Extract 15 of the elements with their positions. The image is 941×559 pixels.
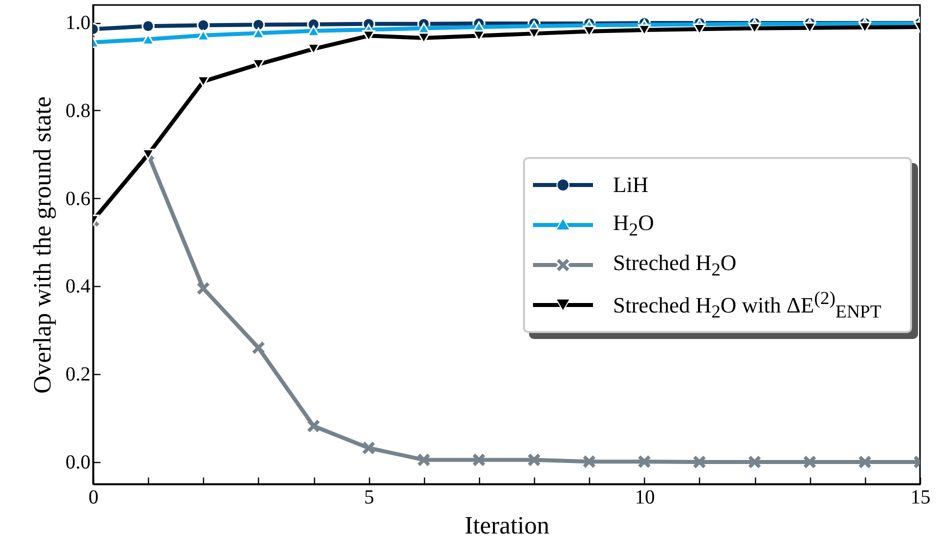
x-tick-label: 5 [364,486,374,508]
x-tick-label: 15 [910,486,930,508]
y-tick-label: 0.8 [66,100,90,122]
y-tick-label: 0.2 [66,364,90,386]
y-axis-title: Overlap with the ground state [30,96,56,394]
y-tick-label: 1.0 [66,12,90,34]
y-tick-label: 0.4 [66,276,90,298]
x-axis-title: Iteration [464,512,550,540]
x-tick-label: 0 [88,486,98,508]
y-tick-label: 0.6 [66,188,90,210]
legend-label: LiH [613,172,648,198]
x-tick-label: 10 [634,486,655,508]
y-tick-label: 0.0 [66,452,90,474]
legend-label: H$_{2}$O [613,210,654,240]
legend-label: Streched H$_{2}$O [613,250,736,280]
